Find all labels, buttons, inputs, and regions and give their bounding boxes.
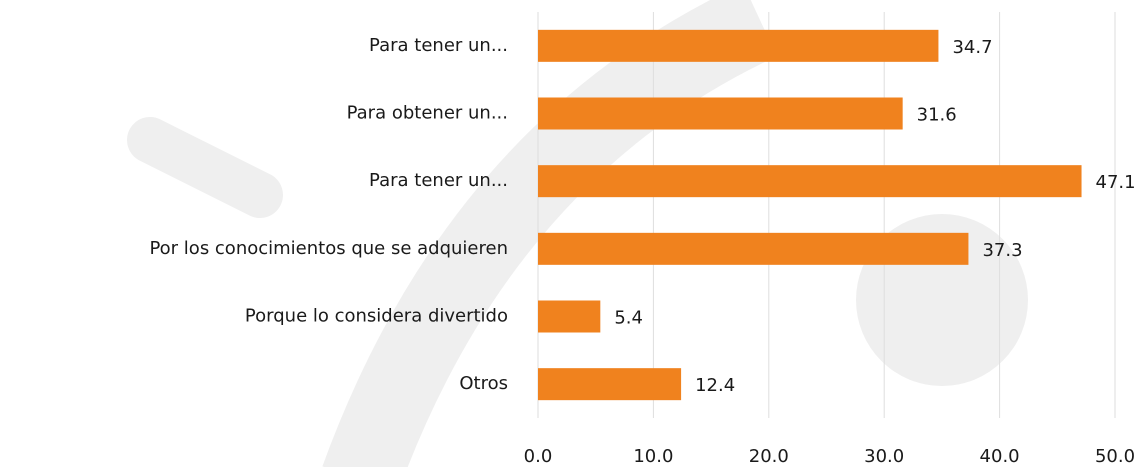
value-label: 34.7 (952, 37, 992, 58)
bar (538, 97, 903, 130)
bar (538, 29, 939, 62)
y-tick-label: Otros (459, 373, 508, 394)
x-tick-label: 40.0 (980, 446, 1020, 467)
y-tick-label: Por los conocimientos que se adquieren (149, 238, 508, 259)
value-label: 47.1 (1096, 172, 1136, 193)
bar (538, 232, 969, 265)
x-tick-label: 20.0 (749, 446, 789, 467)
y-tick-label: Para tener un... (369, 35, 508, 56)
y-tick-label: Para obtener un... (347, 103, 508, 124)
x-tick-label: 10.0 (633, 446, 673, 467)
x-tick-label: 50.0 (1095, 446, 1135, 467)
value-label: 31.6 (917, 105, 957, 126)
bar (538, 368, 682, 401)
value-label: 12.4 (695, 375, 735, 396)
value-label: 5.4 (614, 308, 643, 329)
x-tick-label: 0.0 (524, 446, 553, 467)
y-tick-label: Para tener un... (369, 170, 508, 191)
bar (538, 165, 1082, 198)
value-label: 37.3 (982, 240, 1022, 261)
x-tick-label: 30.0 (864, 446, 904, 467)
bar (538, 300, 601, 333)
y-tick-label: Porque lo considera divertido (245, 306, 508, 327)
